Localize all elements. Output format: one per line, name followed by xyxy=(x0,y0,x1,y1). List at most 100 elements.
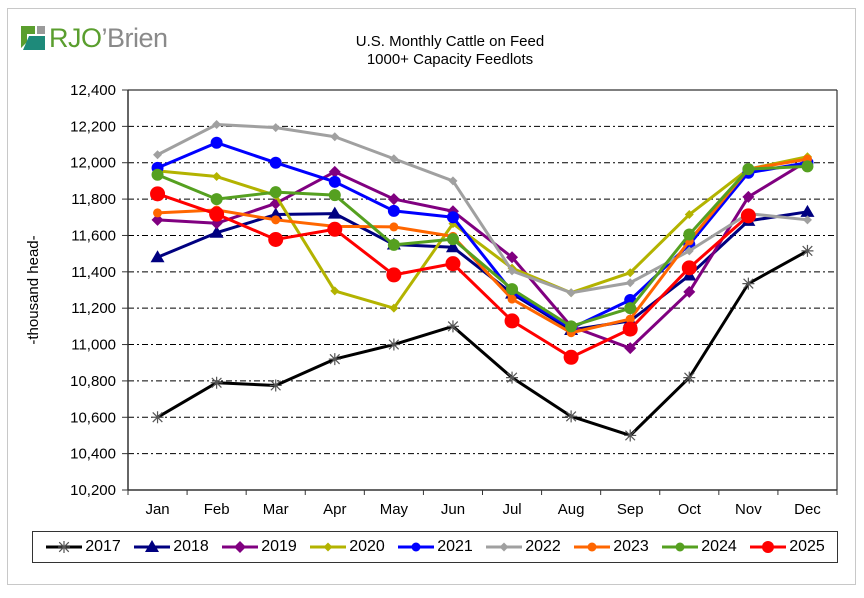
logo-text: RJO’Brien xyxy=(49,22,169,53)
legend-item-2022: 2022 xyxy=(485,538,561,556)
legend-item-2024: 2024 xyxy=(661,538,737,556)
chart-subtitle: 1000+ Capacity Feedlots xyxy=(366,51,534,68)
data-point-2024 xyxy=(446,233,459,246)
series-line-2021 xyxy=(156,141,808,330)
data-point-2024 xyxy=(624,302,637,315)
y-tick-label: 12,200 xyxy=(70,118,116,135)
legend-label: 2020 xyxy=(349,538,385,555)
data-point-2018 xyxy=(150,250,165,263)
legend-item-2017: 2017 xyxy=(45,538,121,556)
legend-swatch-icon xyxy=(750,541,787,553)
data-point-2017 xyxy=(683,371,696,384)
data-point-2024 xyxy=(151,168,164,181)
series-line-2019 xyxy=(157,159,809,350)
series-2024 xyxy=(151,160,814,333)
x-tick-label: Oct xyxy=(678,501,702,518)
data-point-2025 xyxy=(445,256,461,272)
data-point-2025 xyxy=(268,231,284,247)
y-tick-label: 11,000 xyxy=(71,337,116,354)
data-point-2019 xyxy=(683,285,696,298)
y-tick-label: 11,800 xyxy=(71,191,116,208)
data-point-2021 xyxy=(387,204,400,217)
x-tick-label: May xyxy=(380,501,409,518)
legend-swatch-icon xyxy=(662,542,699,552)
data-point-2019 xyxy=(742,190,755,203)
data-point-2020 xyxy=(389,303,399,313)
data-point-2018 xyxy=(800,204,815,217)
legend-swatch-icon xyxy=(46,541,83,553)
data-point-2021 xyxy=(269,156,282,169)
data-point-2020 xyxy=(330,286,340,296)
legend: 2017 2018 2019 2020 2021 2022 2023 2024 2025 xyxy=(32,531,838,563)
data-point-2019 xyxy=(506,251,519,264)
legend-label: 2021 xyxy=(437,538,473,555)
logo-text-rjo: RJO xyxy=(49,22,102,53)
data-point-2017 xyxy=(565,410,578,423)
logo-text-brien: ’Brien xyxy=(101,22,169,53)
y-tick-label: 10,600 xyxy=(70,409,116,426)
legend-swatch-marker xyxy=(323,542,333,552)
x-tick-label: Feb xyxy=(204,501,230,518)
series-line-2022 xyxy=(156,123,808,295)
data-point-2017 xyxy=(151,411,164,424)
data-point-2017 xyxy=(269,379,282,392)
data-point-2022 xyxy=(153,150,163,160)
y-tick-label: 12,400 xyxy=(70,82,116,99)
legend-swatch-marker xyxy=(762,541,775,553)
y-tick-label: 10,400 xyxy=(70,446,116,463)
data-point-2024 xyxy=(801,160,814,173)
series-2017 xyxy=(151,244,814,442)
data-point-2020 xyxy=(212,172,222,182)
legend-label: 2019 xyxy=(261,538,297,555)
data-point-2021 xyxy=(210,136,223,149)
rjobrien-logo: RJO’Brien xyxy=(21,20,168,56)
data-point-2025 xyxy=(327,221,343,237)
legend-item-2025: 2025 xyxy=(749,538,825,556)
data-point-2025 xyxy=(740,208,756,224)
data-point-2025 xyxy=(209,206,225,222)
legend-swatch-marker xyxy=(411,542,421,552)
legend-swatch-icon xyxy=(222,541,259,553)
data-point-2023 xyxy=(507,294,517,304)
data-point-2021 xyxy=(446,211,459,224)
x-tick-label: Aug xyxy=(558,501,585,518)
chart-title-block: U.S. Monthly Cattle on Feed 1000+ Capaci… xyxy=(300,33,600,69)
data-point-2018 xyxy=(445,240,460,253)
data-point-2023 xyxy=(271,215,281,225)
series-group xyxy=(150,120,815,442)
data-point-2017 xyxy=(328,353,341,366)
legend-swatch-marker xyxy=(234,541,247,553)
x-tick-label: Jun xyxy=(441,501,465,518)
data-point-2019 xyxy=(328,165,341,178)
x-tick-label: Mar xyxy=(263,501,289,518)
data-point-2020 xyxy=(625,268,635,278)
y-tick-label: 10,800 xyxy=(70,373,116,390)
legend-label: 2025 xyxy=(789,538,825,555)
legend-label: 2018 xyxy=(173,538,209,555)
data-point-2025 xyxy=(622,321,638,337)
legend-item-2020: 2020 xyxy=(309,538,385,556)
legend-swatch-marker xyxy=(587,542,597,552)
data-point-2025 xyxy=(563,349,579,365)
y-axis-title: -thousand head- xyxy=(25,235,42,344)
legend-item-2023: 2023 xyxy=(573,538,649,556)
legend-swatch-icon xyxy=(398,542,435,552)
data-point-2017 xyxy=(624,429,637,442)
legend-swatch-icon xyxy=(310,542,347,552)
legend-item-2021: 2021 xyxy=(397,538,473,556)
gridlines xyxy=(128,125,837,455)
data-point-2022 xyxy=(330,132,340,142)
data-point-2024 xyxy=(742,163,755,176)
x-tick-label: Sep xyxy=(617,501,644,518)
x-tick-label: Apr xyxy=(323,501,346,518)
data-point-2025 xyxy=(386,267,402,283)
logo-mark-icon xyxy=(21,26,45,50)
legend-swatch-marker xyxy=(58,541,71,553)
data-point-2022 xyxy=(802,215,812,225)
y-tick-label: 10,200 xyxy=(70,482,116,499)
data-point-2024 xyxy=(328,189,341,202)
data-point-2022 xyxy=(212,120,222,130)
data-point-2024 xyxy=(565,320,578,333)
series-line-2024 xyxy=(156,164,808,328)
